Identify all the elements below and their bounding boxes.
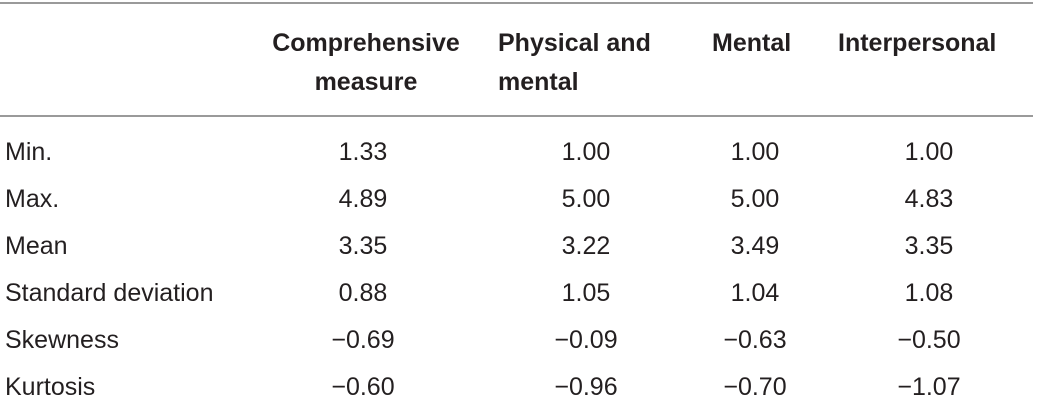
row-label: Standard deviation: [5, 279, 214, 307]
cell-interpersonal: −1.07: [897, 373, 961, 401]
cell-physical-and-mental: 1.05: [561, 279, 611, 307]
cell-mental: 3.49: [730, 232, 780, 260]
cell-comprehensive-measure: 0.88: [338, 279, 388, 307]
header-line: Comprehensive: [272, 29, 460, 57]
cell-comprehensive-measure: 1.33: [338, 138, 388, 166]
header-line: Mental: [712, 29, 792, 57]
cell-interpersonal: 3.35: [904, 232, 954, 260]
header-mental: Mental: [712, 24, 812, 63]
cell-physical-and-mental: 3.22: [561, 232, 611, 260]
table-row: Mean 3.35 3.22 3.49 3.35: [0, 223, 1033, 270]
header-line: mental: [498, 68, 579, 96]
cell-interpersonal: 1.00: [904, 138, 954, 166]
cell-mental: 5.00: [730, 185, 780, 213]
statistics-table: Comprehensive measure Physical and menta…: [0, 2, 1033, 401]
table-row: Standard deviation 0.88 1.05 1.04 1.08: [0, 270, 1033, 317]
cell-comprehensive-measure: 4.89: [338, 185, 388, 213]
cell-physical-and-mental: 5.00: [561, 185, 611, 213]
top-rule: [0, 2, 1033, 4]
cell-comprehensive-measure: −0.60: [331, 373, 395, 401]
header-comprehensive-measure: Comprehensive measure: [256, 24, 476, 102]
table-row: Max. 4.89 5.00 5.00 4.83: [0, 176, 1033, 223]
header-line: Interpersonal: [838, 29, 997, 57]
header-interpersonal: Interpersonal: [838, 24, 1033, 63]
cell-physical-and-mental: −0.96: [554, 373, 618, 401]
cell-physical-and-mental: −0.09: [554, 326, 618, 354]
cell-physical-and-mental: 1.00: [561, 138, 611, 166]
row-label: Kurtosis: [5, 373, 96, 401]
table-row: Kurtosis −0.60 −0.96 −0.70 −1.07: [0, 364, 1033, 411]
cell-interpersonal: 4.83: [904, 185, 954, 213]
table-row: Skewness −0.69 −0.09 −0.63 −0.50: [0, 317, 1033, 364]
cell-mental: −0.70: [723, 373, 787, 401]
cell-mental: 1.04: [730, 279, 780, 307]
row-label: Min.: [5, 138, 53, 166]
header-line: measure: [314, 68, 418, 96]
cell-interpersonal: 1.08: [904, 279, 954, 307]
cell-comprehensive-measure: −0.69: [331, 326, 395, 354]
header-physical-and-mental: Physical and mental: [498, 24, 678, 102]
row-label: Skewness: [5, 326, 119, 354]
row-label: Mean: [5, 232, 68, 260]
row-label: Max.: [5, 185, 60, 213]
table-row: Min. 1.33 1.00 1.00 1.00: [0, 129, 1033, 176]
cell-interpersonal: −0.50: [897, 326, 961, 354]
cell-comprehensive-measure: 3.35: [338, 232, 388, 260]
cell-mental: −0.63: [723, 326, 787, 354]
header-line: Physical and: [498, 29, 651, 57]
cell-mental: 1.00: [730, 138, 780, 166]
header-rule: [0, 115, 1033, 117]
